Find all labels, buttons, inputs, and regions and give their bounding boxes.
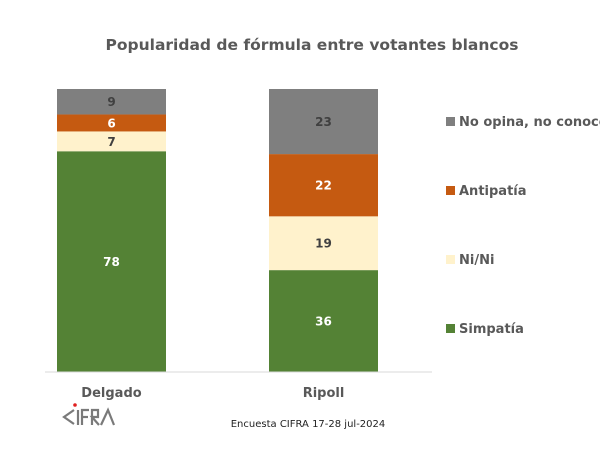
legend-swatch (446, 117, 455, 126)
data-label: 36 (315, 315, 332, 329)
bar-segment-ripoll-1 (269, 216, 378, 271)
source-note: Encuesta CIFRA 17-28 jul-2024 (231, 419, 386, 430)
data-label: 78 (103, 255, 120, 269)
category-label: Delgado (81, 386, 141, 401)
data-label: 23 (315, 115, 332, 129)
legend-label: Simpatía (459, 322, 524, 337)
logo-dot (73, 403, 77, 407)
category-labels: Delgado Ripoll (81, 386, 344, 401)
legend-label: Antipatía (459, 184, 527, 199)
logo-a (100, 407, 116, 426)
data-label: 22 (315, 179, 332, 193)
bar-segment-delgado-2 (57, 114, 166, 132)
legend-swatch (446, 186, 455, 195)
bar-segment-ripoll-3 (269, 89, 378, 155)
data-label: 6 (107, 116, 115, 130)
bar-segment-ripoll-2 (269, 154, 378, 217)
category-label: Ripoll (303, 386, 345, 401)
legend-swatch (446, 255, 455, 264)
legend-label: Ni/Ni (459, 253, 494, 268)
logo-chevron (62, 409, 75, 425)
legend: No opina, no conoce Antipatía Ni/Ni Simpatí… (446, 115, 600, 337)
cifra-logo (62, 403, 116, 426)
bar-segment-ripoll-0 (269, 270, 378, 372)
data-label: 9 (107, 95, 115, 109)
legend-swatch (446, 324, 455, 333)
bar-segment-delgado-0 (57, 151, 166, 372)
data-label: 7 (107, 135, 115, 149)
logo-r (89, 408, 100, 426)
bar-segment-delgado-1 (57, 131, 166, 152)
logo-f (80, 408, 89, 425)
data-label: 19 (315, 237, 332, 251)
legend-label: No opina, no conoce (459, 115, 600, 130)
chart-title: Popularidad de fórmula entre votantes bl… (106, 36, 519, 54)
bar-segment-delgado-3 (57, 89, 166, 115)
bars-layer: 78 7 6 9 36 19 22 23 (57, 89, 378, 372)
